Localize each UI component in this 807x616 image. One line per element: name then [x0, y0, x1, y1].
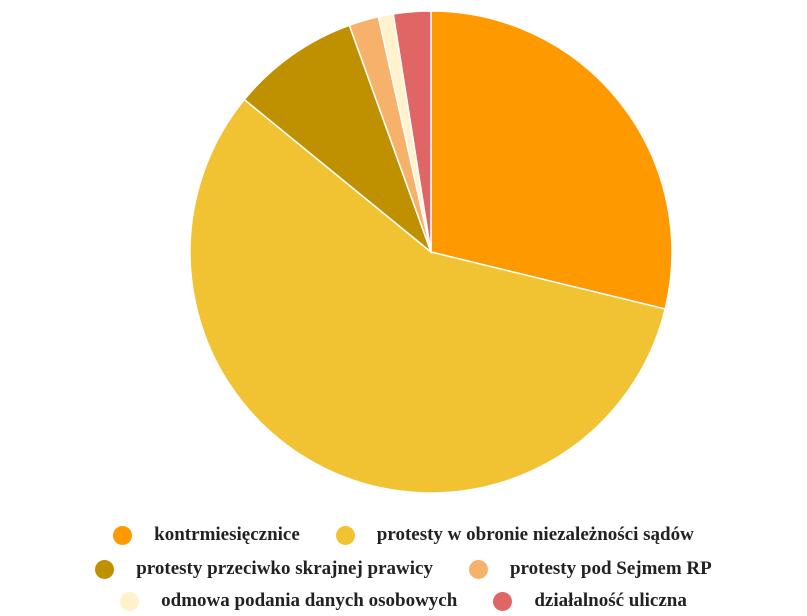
legend-row-1: kontrmiesięcznice protesty w obronie nie… [0, 520, 807, 550]
legend-item-protesty-sady: protesty w obronie niezależności sądów [335, 524, 694, 546]
legend-swatch [335, 525, 355, 545]
legend-label: protesty w obronie niezależności sądów [376, 524, 694, 545]
legend-swatch [113, 525, 133, 545]
pie-slice-5 [392, 10, 432, 253]
pie-slice-1 [189, 98, 667, 494]
legend-label: odmowa podania danych osobowych [161, 590, 458, 611]
legend-label: protesty pod Sejmem RP [509, 558, 712, 579]
legend-row-2: protesty przeciwko skrajnej prawicy prot… [0, 554, 807, 584]
pie-svg [189, 10, 673, 494]
legend-label: kontrmiesięcznice [154, 524, 300, 545]
pie-slice-2 [243, 24, 433, 255]
legend-item-dzialalnosc: działalność uliczna [493, 590, 687, 612]
legend-swatch [95, 559, 115, 579]
legend-label: protesty przeciwko skrajnej prawicy [136, 558, 433, 579]
legend-item-kontrmiesiecznice: kontrmiesięcznice [113, 524, 300, 546]
legend-swatch [493, 591, 513, 611]
legend-item-sejm: protesty pod Sejmem RP [468, 558, 712, 580]
legend-label: działalność uliczna [534, 590, 687, 611]
legend-swatch [468, 559, 488, 579]
pie-slice-0 [430, 10, 673, 310]
legend-item-skrajna-prawica: protesty przeciwko skrajnej prawicy [95, 558, 433, 580]
legend-row-3: odmowa podania danych osobowych działaln… [0, 586, 807, 616]
legend-item-odmowa: odmowa podania danych osobowych [120, 590, 457, 612]
legend-swatch [120, 591, 140, 611]
